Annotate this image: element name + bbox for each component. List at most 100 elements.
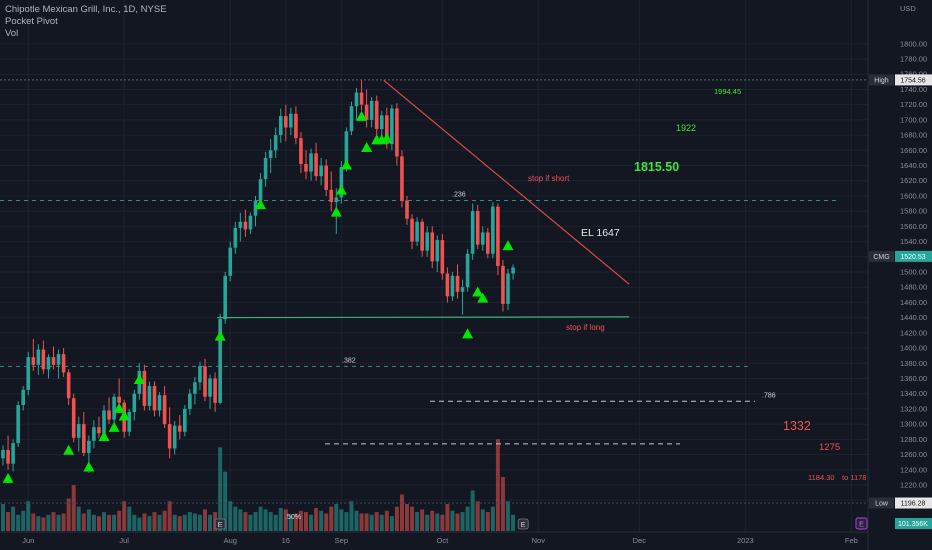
candle-body [132,393,137,412]
candle-body [354,92,359,107]
candle-body [334,197,339,203]
target-1184-label: 1184.30 [808,473,835,482]
candle [248,212,253,234]
candle-body [435,240,440,262]
candle [11,439,15,472]
candle [289,107,293,136]
candle [66,369,71,406]
candle-body [82,424,86,454]
candle-body [218,319,222,403]
candle [511,264,515,280]
pocket-pivot-triangle [63,444,75,455]
high-price-tag-value: 1754.56 [900,77,925,84]
volume-bar [309,514,314,531]
target-1332-label: 1332 [783,419,811,433]
candle [82,411,86,457]
candle-body [162,395,167,425]
candle [329,171,334,212]
candle [152,381,157,417]
pocket-pivot-triangle [381,132,393,143]
candle [76,416,81,452]
candle [263,151,268,187]
volume-bar [465,506,470,531]
volume-bar [182,514,187,531]
candle-body [183,408,187,432]
candle-body [127,411,132,432]
cmg-price-tag-value-bg [895,250,932,262]
volume-bar [379,514,384,531]
candle [475,205,480,250]
pocket-pivot-triangle [340,159,352,170]
candle [319,157,323,186]
volume-bar [132,514,137,531]
volume-bar [36,516,41,531]
volume-bar [177,516,182,531]
volume-bar [445,504,450,531]
candle [339,160,344,204]
volume-bar [490,506,495,531]
price-axis-label: 1600.00 [900,191,927,200]
candle-body [491,206,495,254]
candle-body [379,115,384,130]
price-axis-label: 1740.00 [900,85,927,94]
volume-bar [117,510,122,531]
candle-body [304,163,308,172]
candle-body [511,267,515,274]
candle-body [364,104,369,120]
candle-body [92,427,96,441]
indicator-label[interactable]: Pocket Pivot [5,16,58,27]
candle [470,203,475,260]
candle-body [152,386,157,411]
candle [268,138,273,174]
time-axis-label: Jun [22,536,34,545]
candle [455,264,460,299]
candle [107,397,111,425]
symbol-title[interactable]: Chipotle Mexican Grill, Inc., 1D, NYSE [5,4,167,15]
candle-body [319,165,323,177]
volume-label[interactable]: Vol [5,28,19,39]
candle-body [289,113,293,128]
candle [132,389,137,421]
volume-bar [410,506,415,531]
volume-bar [278,508,283,531]
volume-bar [420,509,425,531]
candle [253,195,258,227]
candle-body [263,157,268,180]
candle-body [415,221,419,242]
candle-body [21,389,25,406]
volume-bar [91,514,96,531]
candle [177,414,182,440]
pocket-pivot-triangle [83,461,95,472]
candle-body [450,275,455,297]
volume-bar [460,512,465,531]
price-axis-label: 1800.00 [900,39,927,48]
candle [157,392,162,417]
time-axis-label: Nov [532,536,546,545]
earnings-marker-box [517,518,529,530]
price-axis-label: 1680.00 [900,131,927,140]
candle [374,95,379,136]
candle-body [248,215,253,230]
candle [46,354,51,379]
candle-body [465,253,470,288]
volume-bar [76,506,81,531]
volume-bar [485,512,490,531]
candle [349,101,354,136]
candle-body [228,247,233,276]
pocket-pivot-triangle [502,240,514,251]
volume-bar [71,485,76,531]
volume-bar [137,517,142,531]
candle [450,272,455,301]
candle [142,364,147,411]
target-1178-label: to 1178 [842,473,866,482]
volume-bar [425,514,430,531]
volume-bar [263,509,268,531]
candle [162,386,167,428]
candle-body [233,227,238,248]
high-price-tag-value-bg [895,74,932,86]
time-axis-label: Dec [633,536,647,545]
candle [359,80,364,111]
candle-body [71,398,76,438]
